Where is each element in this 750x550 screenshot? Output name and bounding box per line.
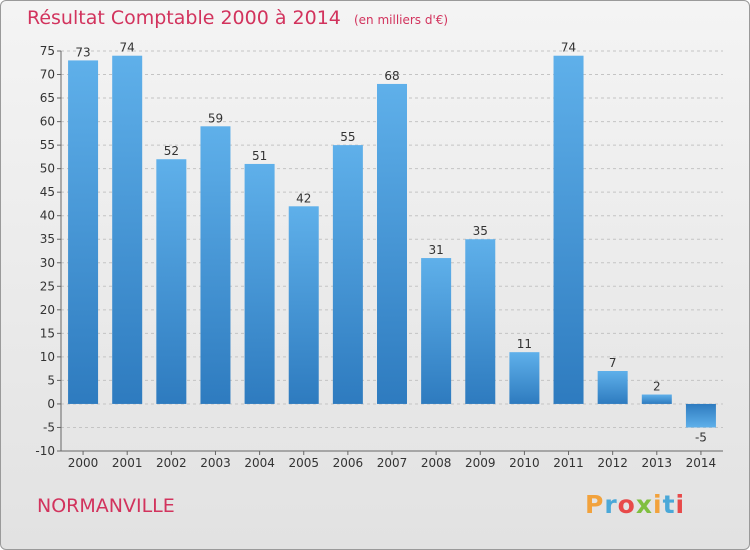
proxiti-logo: Proxiti xyxy=(585,490,685,519)
bar-value-label: 59 xyxy=(208,111,223,125)
bar xyxy=(332,145,363,404)
bar-value-label: 74 xyxy=(120,41,135,55)
x-tick-label: 2001 xyxy=(112,456,143,470)
x-tick-label: 2004 xyxy=(244,456,275,470)
town-name: NORMANVILLE xyxy=(37,495,175,517)
bar-value-label: 52 xyxy=(164,144,179,158)
bar-value-label: 35 xyxy=(473,224,488,238)
x-tick-label: 2000 xyxy=(68,456,99,470)
x-tick-label: 2013 xyxy=(642,456,673,470)
bar-value-label: 55 xyxy=(340,130,355,144)
y-tick-labels: -10 -5 0 5 10 15 20 25 30 35 40 45 50 55 60 65 70 75 xyxy=(35,44,55,458)
bar xyxy=(421,258,452,404)
bar-value-label: 2 xyxy=(653,380,661,394)
bar xyxy=(156,159,187,404)
x-tick-label: 2002 xyxy=(156,456,187,470)
logo-letter: t xyxy=(662,490,676,519)
x-tick-label: 2009 xyxy=(465,456,496,470)
logo-letter: i xyxy=(653,490,663,519)
logo-letter: r xyxy=(604,490,618,519)
value-labels: 73 74 52 59 51 42 55 68 31 35 11 74 7 2 -5 xyxy=(75,41,706,445)
bar xyxy=(68,60,99,404)
y-tick-label: 30 xyxy=(40,256,55,270)
y-tick-label: 5 xyxy=(47,373,55,387)
x-tick-labels: 2000 2001 2002 2003 2004 2005 2006 2007 2008 2009… xyxy=(68,451,716,470)
x-tick-label: 2011 xyxy=(553,456,584,470)
chart-unit: (en milliers d'€) xyxy=(353,13,449,27)
y-tick-label: 45 xyxy=(40,185,55,199)
logo-letter: x xyxy=(635,490,653,519)
logo-letter: o xyxy=(617,490,636,519)
bar xyxy=(685,403,716,428)
y-tick-label: -10 xyxy=(35,444,55,458)
y-tick-label: 35 xyxy=(40,232,55,246)
bar-value-label: 51 xyxy=(252,149,267,163)
bar xyxy=(377,83,407,404)
bar xyxy=(553,55,584,404)
bar-value-label: 74 xyxy=(561,41,576,55)
y-tick-label: -5 xyxy=(43,420,55,434)
y-tick-label: 60 xyxy=(40,115,55,129)
bar xyxy=(509,352,540,404)
x-tick-label: 2005 xyxy=(288,456,319,470)
bar xyxy=(465,239,496,404)
title-row: Résultat Comptable 2000 à 2014 (en milli… xyxy=(27,7,448,29)
x-tick-label: 2010 xyxy=(509,456,540,470)
bar xyxy=(288,206,319,404)
x-tick-label: 2014 xyxy=(686,456,717,470)
bar-value-label: -5 xyxy=(695,430,707,444)
bar xyxy=(112,55,143,404)
y-tick-label: 15 xyxy=(40,326,55,340)
bar xyxy=(597,371,628,404)
bar-value-label: 68 xyxy=(384,69,399,83)
bar xyxy=(200,126,231,404)
y-tick-label: 10 xyxy=(40,350,55,364)
bar-value-label: 31 xyxy=(428,243,443,257)
x-tick-label: 2008 xyxy=(421,456,452,470)
y-tick-label: 75 xyxy=(40,44,55,58)
y-tick-label: 40 xyxy=(40,209,55,223)
x-tick-label: 2007 xyxy=(377,456,408,470)
bar-value-label: 11 xyxy=(517,337,532,351)
y-tick-label: 20 xyxy=(40,303,55,317)
y-tick-label: 55 xyxy=(40,138,55,152)
bars xyxy=(68,55,716,428)
bar-value-label: 7 xyxy=(609,356,617,370)
y-tick-label: 25 xyxy=(40,279,55,293)
y-tick-label: 50 xyxy=(40,162,55,176)
bar-value-label: 73 xyxy=(75,45,90,59)
x-tick-label: 2003 xyxy=(200,456,231,470)
y-tick-label: 0 xyxy=(47,397,55,411)
bar xyxy=(244,163,275,404)
bar-value-label: 42 xyxy=(296,191,311,205)
y-tick-label: 70 xyxy=(40,68,55,82)
bar xyxy=(641,394,672,404)
y-tick-label: 65 xyxy=(40,91,55,105)
logo-letter: P xyxy=(585,490,605,519)
chart-title: Résultat Comptable 2000 à 2014 xyxy=(27,7,341,29)
x-tick-label: 2012 xyxy=(597,456,628,470)
logo-letter: i xyxy=(675,490,686,519)
x-tick-label: 2006 xyxy=(333,456,364,470)
